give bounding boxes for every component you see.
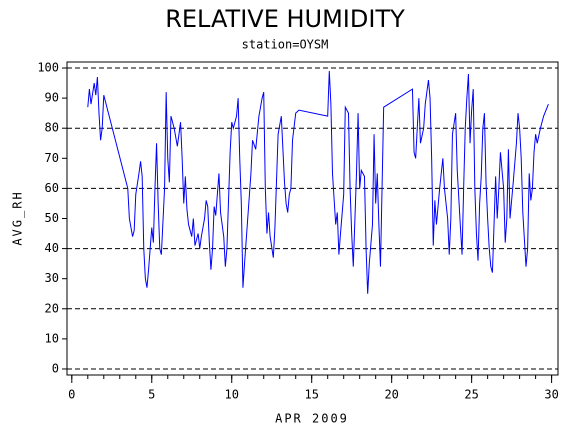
x-tick-label: 25 — [464, 388, 478, 402]
y-tick-label: 40 — [45, 241, 59, 255]
y-tick-label: 80 — [45, 121, 59, 135]
x-tick-label: 5 — [148, 388, 155, 402]
y-tick-label: 20 — [45, 301, 59, 315]
chart-title: RELATIVE HUMIDITY — [165, 5, 405, 33]
chart-subtitle: station=OYSM — [242, 38, 329, 52]
x-tick-label: 30 — [544, 388, 558, 402]
x-tick-label: 20 — [384, 388, 398, 402]
y-tick-label: 100 — [37, 61, 59, 75]
x-tick-label: 0 — [68, 388, 75, 402]
y-tick-label: 60 — [45, 181, 59, 195]
y-axis-label: AVG_RH — [11, 190, 25, 245]
plot-frame — [66, 61, 559, 376]
x-tick-label: 10 — [225, 388, 239, 402]
y-tick-label: 90 — [45, 91, 59, 105]
y-tick-label: 70 — [45, 151, 59, 165]
data-line — [87, 71, 549, 294]
y-tick-label: 50 — [45, 211, 59, 225]
x-axis-label: APR 2009 — [275, 412, 349, 426]
y-tick-label: 10 — [45, 331, 59, 345]
y-tick-label: 0 — [52, 361, 59, 375]
y-tick-label: 30 — [45, 271, 59, 285]
x-tick-label: 15 — [304, 388, 318, 402]
